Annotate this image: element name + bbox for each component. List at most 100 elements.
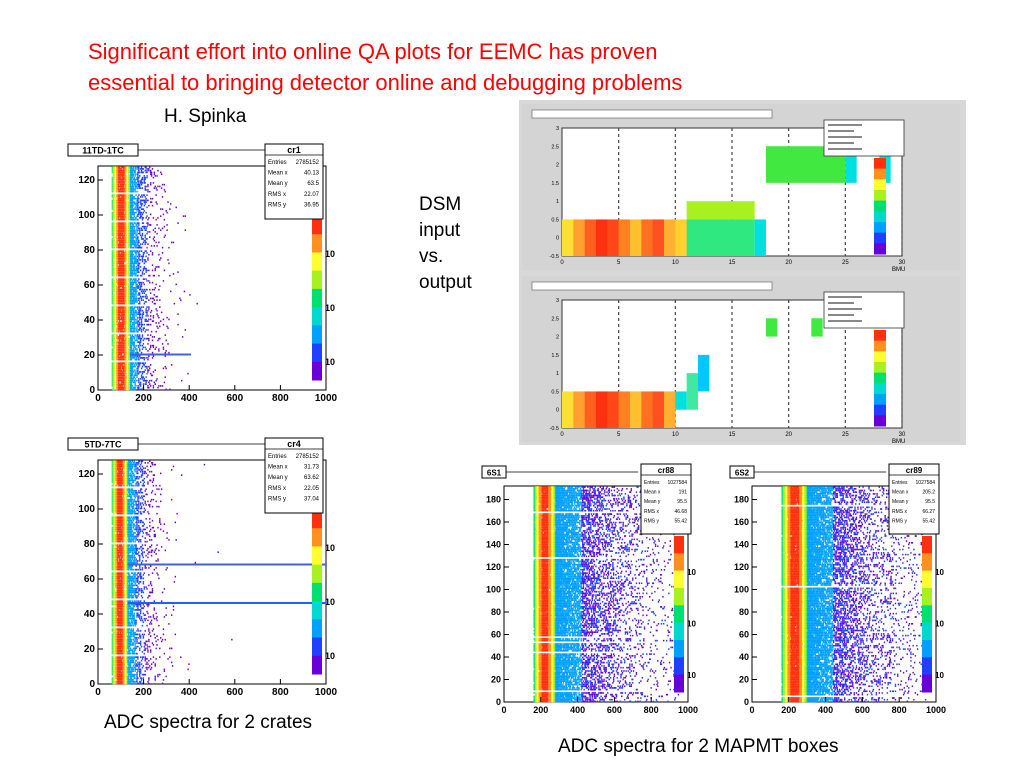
heatmap-cell [122, 210, 125, 212]
heatmap-cell [129, 253, 131, 256]
heatmap-cell [135, 351, 137, 354]
heatmap-cell [132, 642, 135, 644]
heatmap-cell [112, 318, 114, 321]
heatmap-cell [126, 264, 128, 266]
heatmap-cell [153, 239, 156, 242]
heatmap-cell [122, 238, 125, 240]
heatmap-cell [134, 297, 136, 300]
heatmap-cell [111, 292, 114, 294]
heatmap-cell [130, 264, 133, 266]
heatmap-cell [149, 169, 152, 172]
heatmap-cell [120, 224, 123, 226]
heatmap-cell [137, 285, 139, 287]
y-tick-label: 80 [84, 245, 96, 256]
heatmap-cell [124, 633, 126, 636]
heatmap-cell [121, 329, 124, 331]
heatmap-cell [131, 229, 134, 231]
heatmap-cell [117, 330, 119, 333]
heatmap-cell [124, 659, 126, 662]
heatmap-cell [123, 386, 125, 389]
heatmap-cell [132, 189, 135, 191]
heatmap-cell [121, 285, 124, 287]
heatmap-cell [161, 682, 164, 685]
heatmap-cell [129, 189, 131, 191]
hot-row-cell [139, 353, 142, 356]
heatmap-cell [111, 661, 114, 664]
heatmap-cell [142, 637, 145, 639]
heatmap-cell [112, 302, 114, 305]
heatmap-cell [131, 668, 134, 671]
heatmap-cell [126, 344, 128, 347]
heatmap-cell [112, 630, 114, 632]
heatmap-cell [137, 334, 139, 336]
heatmap-cell [175, 283, 177, 286]
heatmap-cell [128, 621, 130, 623]
heatmap-cell [123, 201, 125, 203]
heatmap-cell [122, 295, 125, 298]
slide-title: Significant effort into online QA plots … [88, 36, 988, 98]
heatmap-cell [139, 288, 141, 291]
heatmap-cell [126, 327, 128, 329]
heatmap-cell [117, 203, 119, 205]
heatmap-cell [129, 169, 132, 172]
heatmap-cell [122, 292, 125, 294]
heatmap-cell [113, 173, 115, 175]
heatmap-cell [122, 337, 125, 340]
hot-row-cell [166, 353, 170, 356]
heatmap-cell [137, 341, 139, 343]
heatmap-cell [115, 661, 117, 664]
heatmap-cell [119, 661, 122, 664]
heatmap-cell [113, 175, 115, 177]
stats-value: 63.5 [307, 181, 319, 187]
heatmap-cell [123, 227, 125, 230]
heatmap-cell [113, 241, 115, 244]
heatmap-cell [120, 250, 123, 252]
heatmap-cell [127, 302, 129, 305]
heatmap-cell [128, 239, 130, 242]
heatmap-cell [111, 644, 114, 646]
heatmap-cell [115, 348, 117, 350]
heatmap-cell [114, 231, 116, 233]
heatmap-cell [113, 383, 115, 385]
heatmap-cell [120, 215, 123, 217]
heatmap-cell [117, 677, 119, 679]
heatmap-cell [170, 241, 173, 244]
color-bar-tick: 10 [325, 357, 335, 367]
heatmap-cell [112, 311, 114, 314]
heatmap-cell [129, 337, 132, 340]
heatmap-cell [131, 661, 134, 664]
heatmap-cell [131, 206, 134, 209]
heatmap-cell [132, 234, 135, 237]
heatmap-cell [130, 617, 133, 620]
heatmap-cell [127, 274, 129, 277]
heatmap-cell [128, 355, 130, 357]
heatmap-cell [114, 665, 116, 667]
heatmap-cell [124, 346, 126, 349]
heatmap-cell [135, 201, 137, 203]
heatmap-cell [132, 630, 135, 632]
heatmap-cell [111, 273, 114, 275]
heatmap-cell [120, 348, 123, 350]
stats-value: 2785152 [296, 160, 320, 166]
heatmap-cell [118, 283, 120, 286]
heatmap-cell [126, 278, 128, 280]
heatmap-cell [140, 183, 143, 186]
heatmap-cell [111, 348, 114, 350]
caption-crates: ADC spectra for 2 crates [104, 712, 312, 734]
heatmap-cell [137, 313, 139, 315]
heatmap-cell [126, 171, 128, 174]
heatmap-cell [121, 376, 124, 378]
heatmap-cell [112, 329, 114, 331]
stats-key: RMS x [268, 192, 286, 198]
heatmap-cell [136, 218, 138, 221]
heatmap-cell [141, 218, 144, 221]
heatmap-cell [121, 234, 124, 237]
heatmap-cell [125, 381, 127, 384]
heatmap-cell [143, 259, 145, 261]
heatmap-cell [128, 259, 130, 261]
heatmap-cell [119, 364, 122, 366]
heatmap-cell [127, 651, 129, 653]
heatmap-cell [123, 658, 125, 660]
heatmap-cell [122, 278, 125, 280]
heatmap-cell [132, 617, 135, 620]
